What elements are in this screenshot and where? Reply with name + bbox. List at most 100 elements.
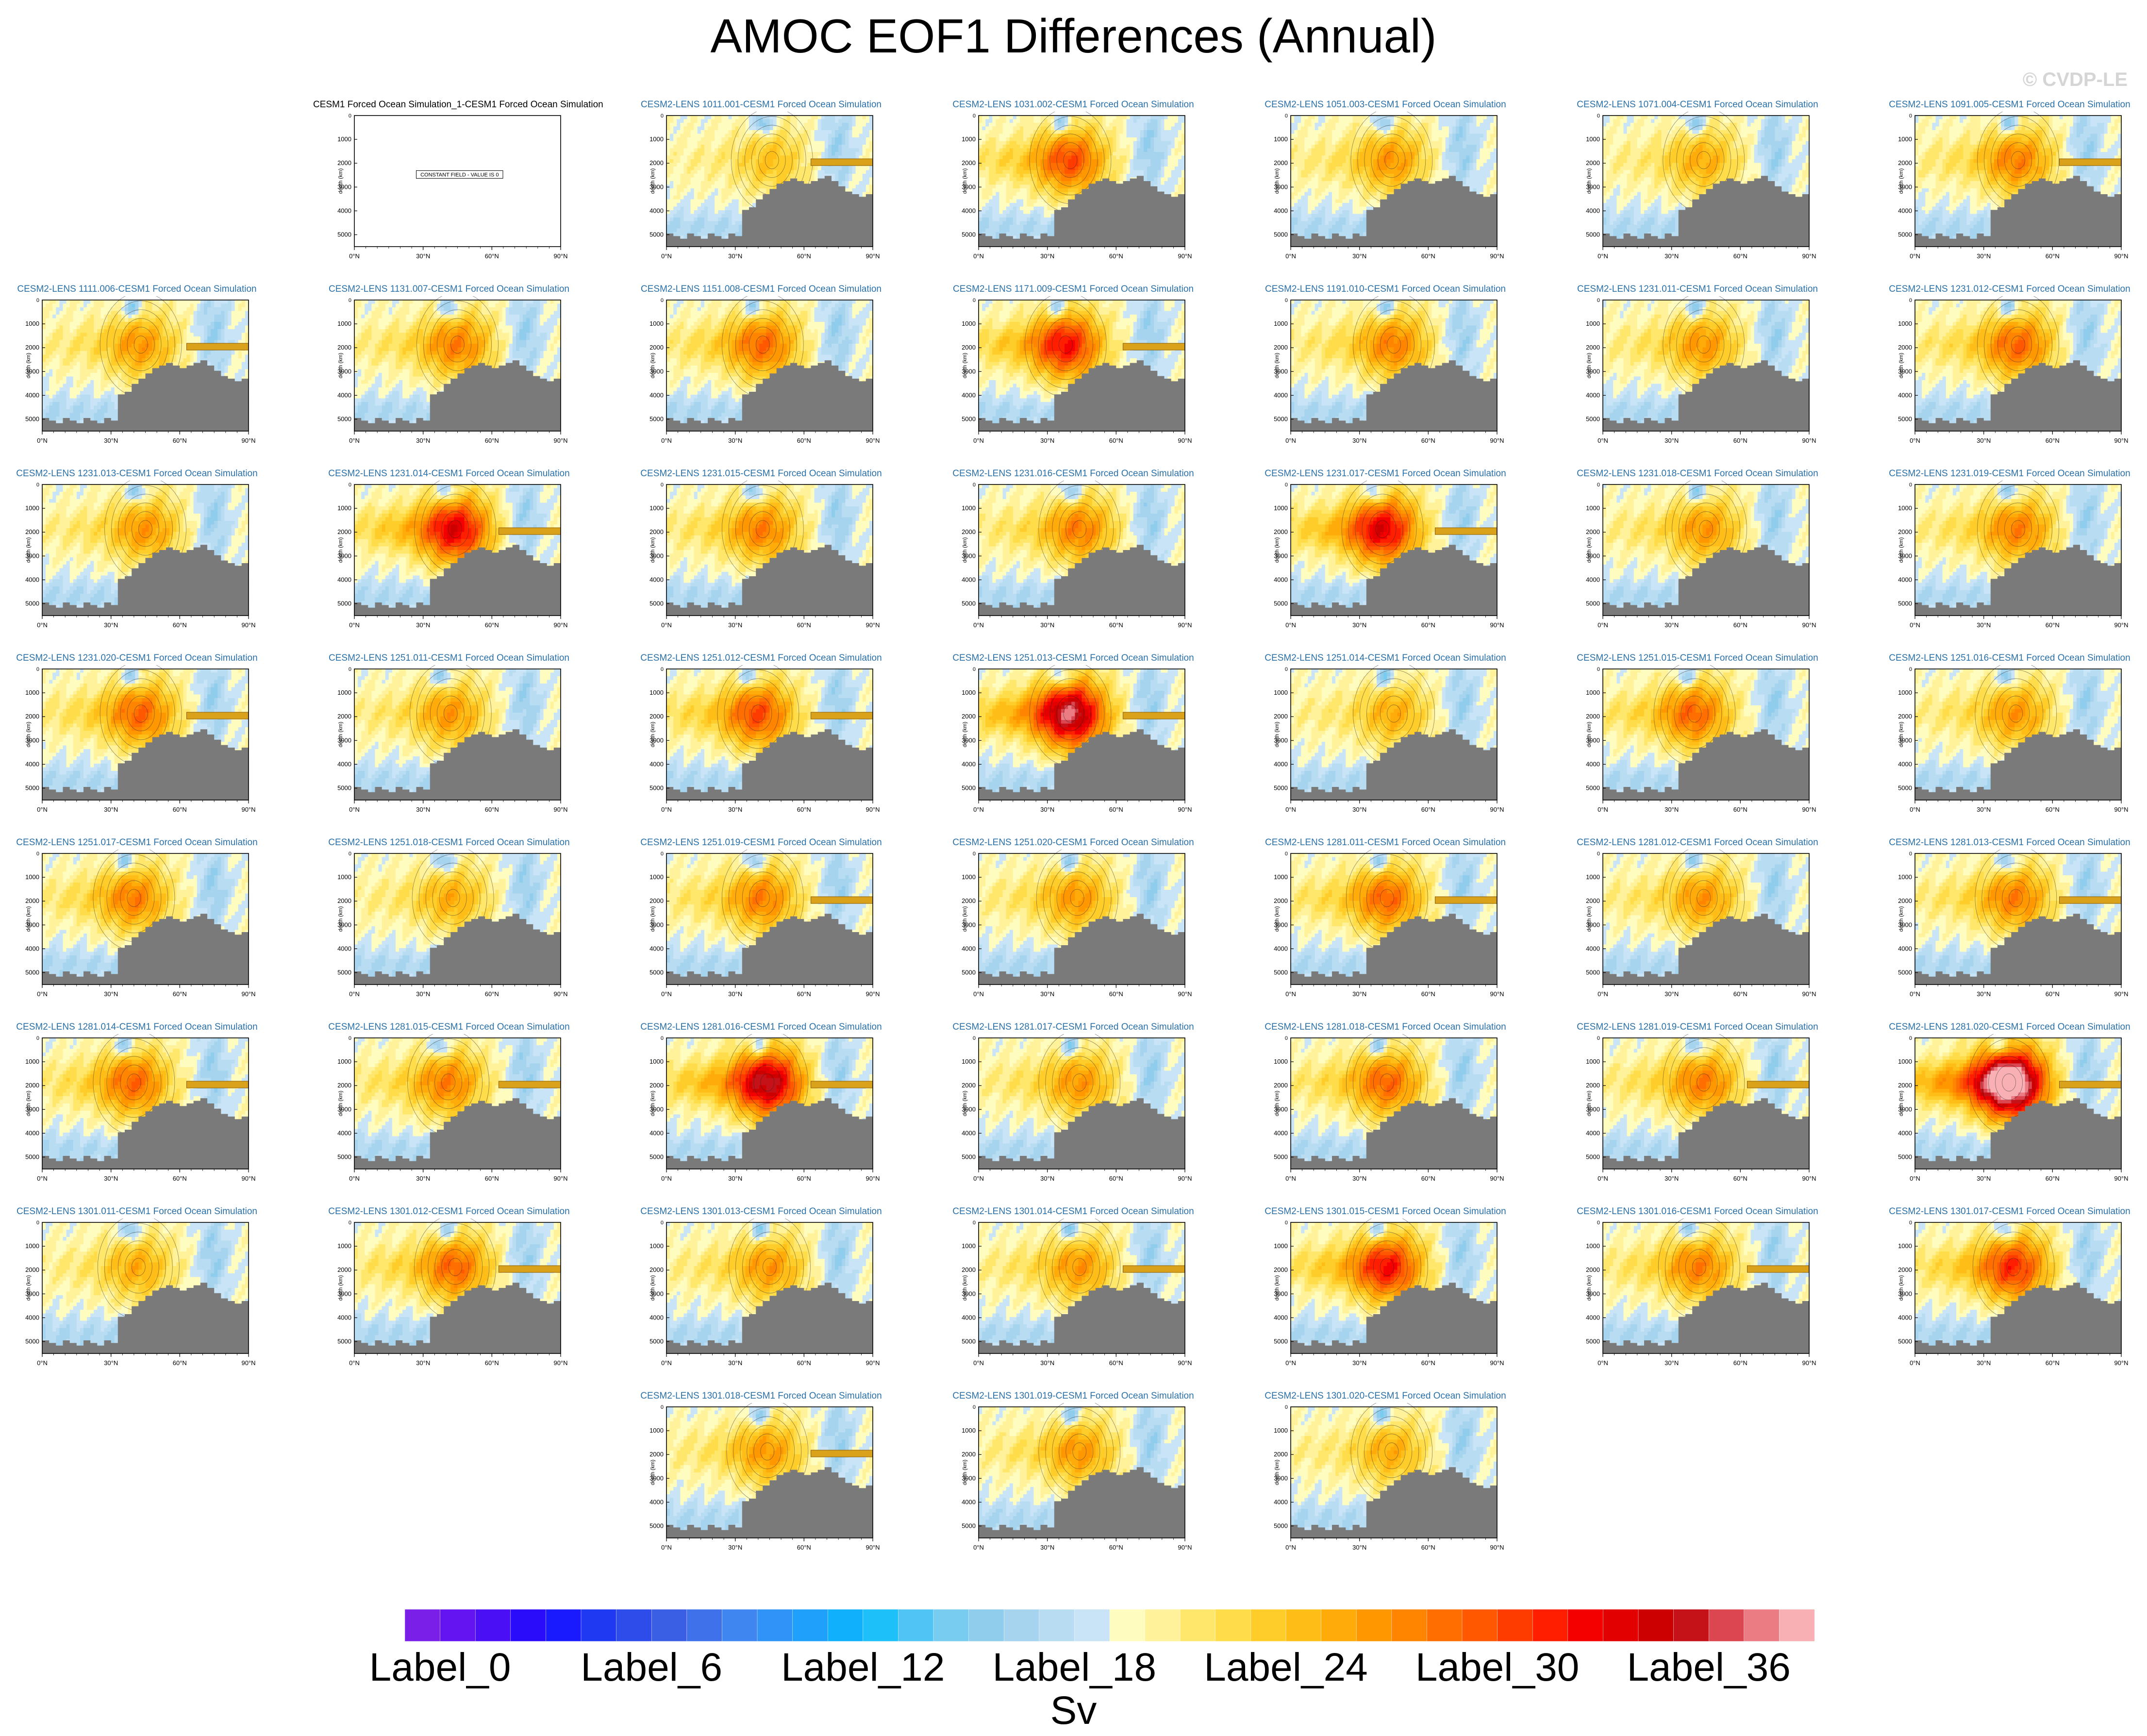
field-cell xyxy=(1353,145,1357,149)
field-cell xyxy=(996,221,999,225)
field-cell xyxy=(677,123,681,127)
field-cell xyxy=(1037,185,1041,189)
field-cell xyxy=(687,127,691,131)
field-cell xyxy=(856,152,860,156)
field-cell xyxy=(1408,137,1412,141)
field-cell xyxy=(1161,137,1165,141)
field-cell xyxy=(1325,137,1329,141)
field-cell xyxy=(777,119,781,123)
field-cell xyxy=(673,225,677,229)
field-cell xyxy=(1068,123,1072,127)
field-cell xyxy=(1487,134,1491,138)
field-cell xyxy=(698,229,701,233)
field-cell xyxy=(732,174,736,178)
field-cell xyxy=(770,185,774,189)
field-cell xyxy=(749,156,753,160)
field-cell xyxy=(701,200,705,203)
field-cell xyxy=(701,137,705,141)
field-cell xyxy=(1178,170,1182,174)
field-cell xyxy=(1030,123,1034,127)
field-cell xyxy=(1154,137,1158,141)
field-cell xyxy=(721,214,725,218)
field-cell xyxy=(979,134,982,138)
field-cell xyxy=(1023,159,1027,163)
field-cell xyxy=(1346,134,1349,138)
field-cell xyxy=(845,141,849,145)
field-cell xyxy=(1165,116,1168,119)
field-cell xyxy=(1144,145,1148,149)
field-cell xyxy=(1003,178,1007,182)
field-cell xyxy=(677,119,681,123)
field-cell xyxy=(1051,159,1055,163)
field-cell xyxy=(1010,163,1014,167)
field-cell xyxy=(1099,163,1103,167)
field-cell xyxy=(1037,210,1041,214)
field-cell xyxy=(1058,200,1062,203)
field-cell xyxy=(1339,127,1343,131)
field-cell xyxy=(989,232,993,236)
field-cell xyxy=(766,137,770,141)
field-cell xyxy=(683,159,687,163)
field-cell xyxy=(1023,127,1027,131)
field-cell xyxy=(718,130,722,134)
field-cell xyxy=(1463,127,1466,131)
field-cell xyxy=(704,188,708,192)
field-cell xyxy=(1435,119,1439,123)
field-cell xyxy=(759,145,763,149)
field-cell xyxy=(770,174,774,178)
field-cell xyxy=(1154,119,1158,123)
field-cell xyxy=(1013,159,1017,163)
field-cell xyxy=(691,123,695,127)
field-cell xyxy=(1421,145,1425,149)
field-cell xyxy=(821,123,825,127)
field-cell xyxy=(691,137,695,141)
field-cell xyxy=(711,116,715,119)
field-cell xyxy=(683,210,687,214)
field-cell xyxy=(1315,127,1319,131)
field-cell xyxy=(1171,152,1175,156)
field-cell xyxy=(1442,127,1446,131)
field-cell xyxy=(985,123,989,127)
field-cell xyxy=(1150,123,1154,127)
field-cell xyxy=(807,145,811,149)
field-cell xyxy=(1294,137,1298,141)
field-cell xyxy=(673,130,677,134)
field-cell xyxy=(1016,123,1020,127)
field-cell xyxy=(1085,185,1089,189)
field-cell xyxy=(1092,149,1096,152)
field-cell xyxy=(1301,130,1305,134)
field-cell xyxy=(1147,170,1151,174)
field-cell xyxy=(845,134,849,138)
field-cell xyxy=(694,225,698,229)
field-cell xyxy=(1168,123,1172,127)
field-cell xyxy=(1048,225,1051,229)
field-cell xyxy=(992,123,996,127)
field-cell xyxy=(718,123,722,127)
field-cell xyxy=(694,149,698,152)
empty-field xyxy=(354,116,561,247)
field-cell xyxy=(1446,137,1449,141)
field-cell xyxy=(1020,185,1024,189)
field-cell xyxy=(1431,134,1435,138)
field-cell xyxy=(1109,167,1113,170)
field-cell xyxy=(780,159,784,163)
field-cell xyxy=(698,123,701,127)
field-cell xyxy=(687,152,691,156)
field-cell xyxy=(1411,141,1415,145)
field-cell xyxy=(763,137,766,141)
field-cell xyxy=(718,200,722,203)
field-cell xyxy=(1312,141,1315,145)
field-cell xyxy=(691,200,695,203)
field-cell xyxy=(815,123,818,127)
field-cell xyxy=(1065,137,1068,141)
field-cell xyxy=(677,174,681,178)
field-cell xyxy=(1006,141,1010,145)
field-cell xyxy=(732,210,736,214)
field-cell xyxy=(992,167,996,170)
field-cell xyxy=(1078,174,1082,178)
field-cell xyxy=(1133,156,1137,160)
field-cell xyxy=(996,232,999,236)
field-cell xyxy=(735,178,739,182)
field-cell xyxy=(1329,119,1332,123)
field-cell xyxy=(666,170,670,174)
